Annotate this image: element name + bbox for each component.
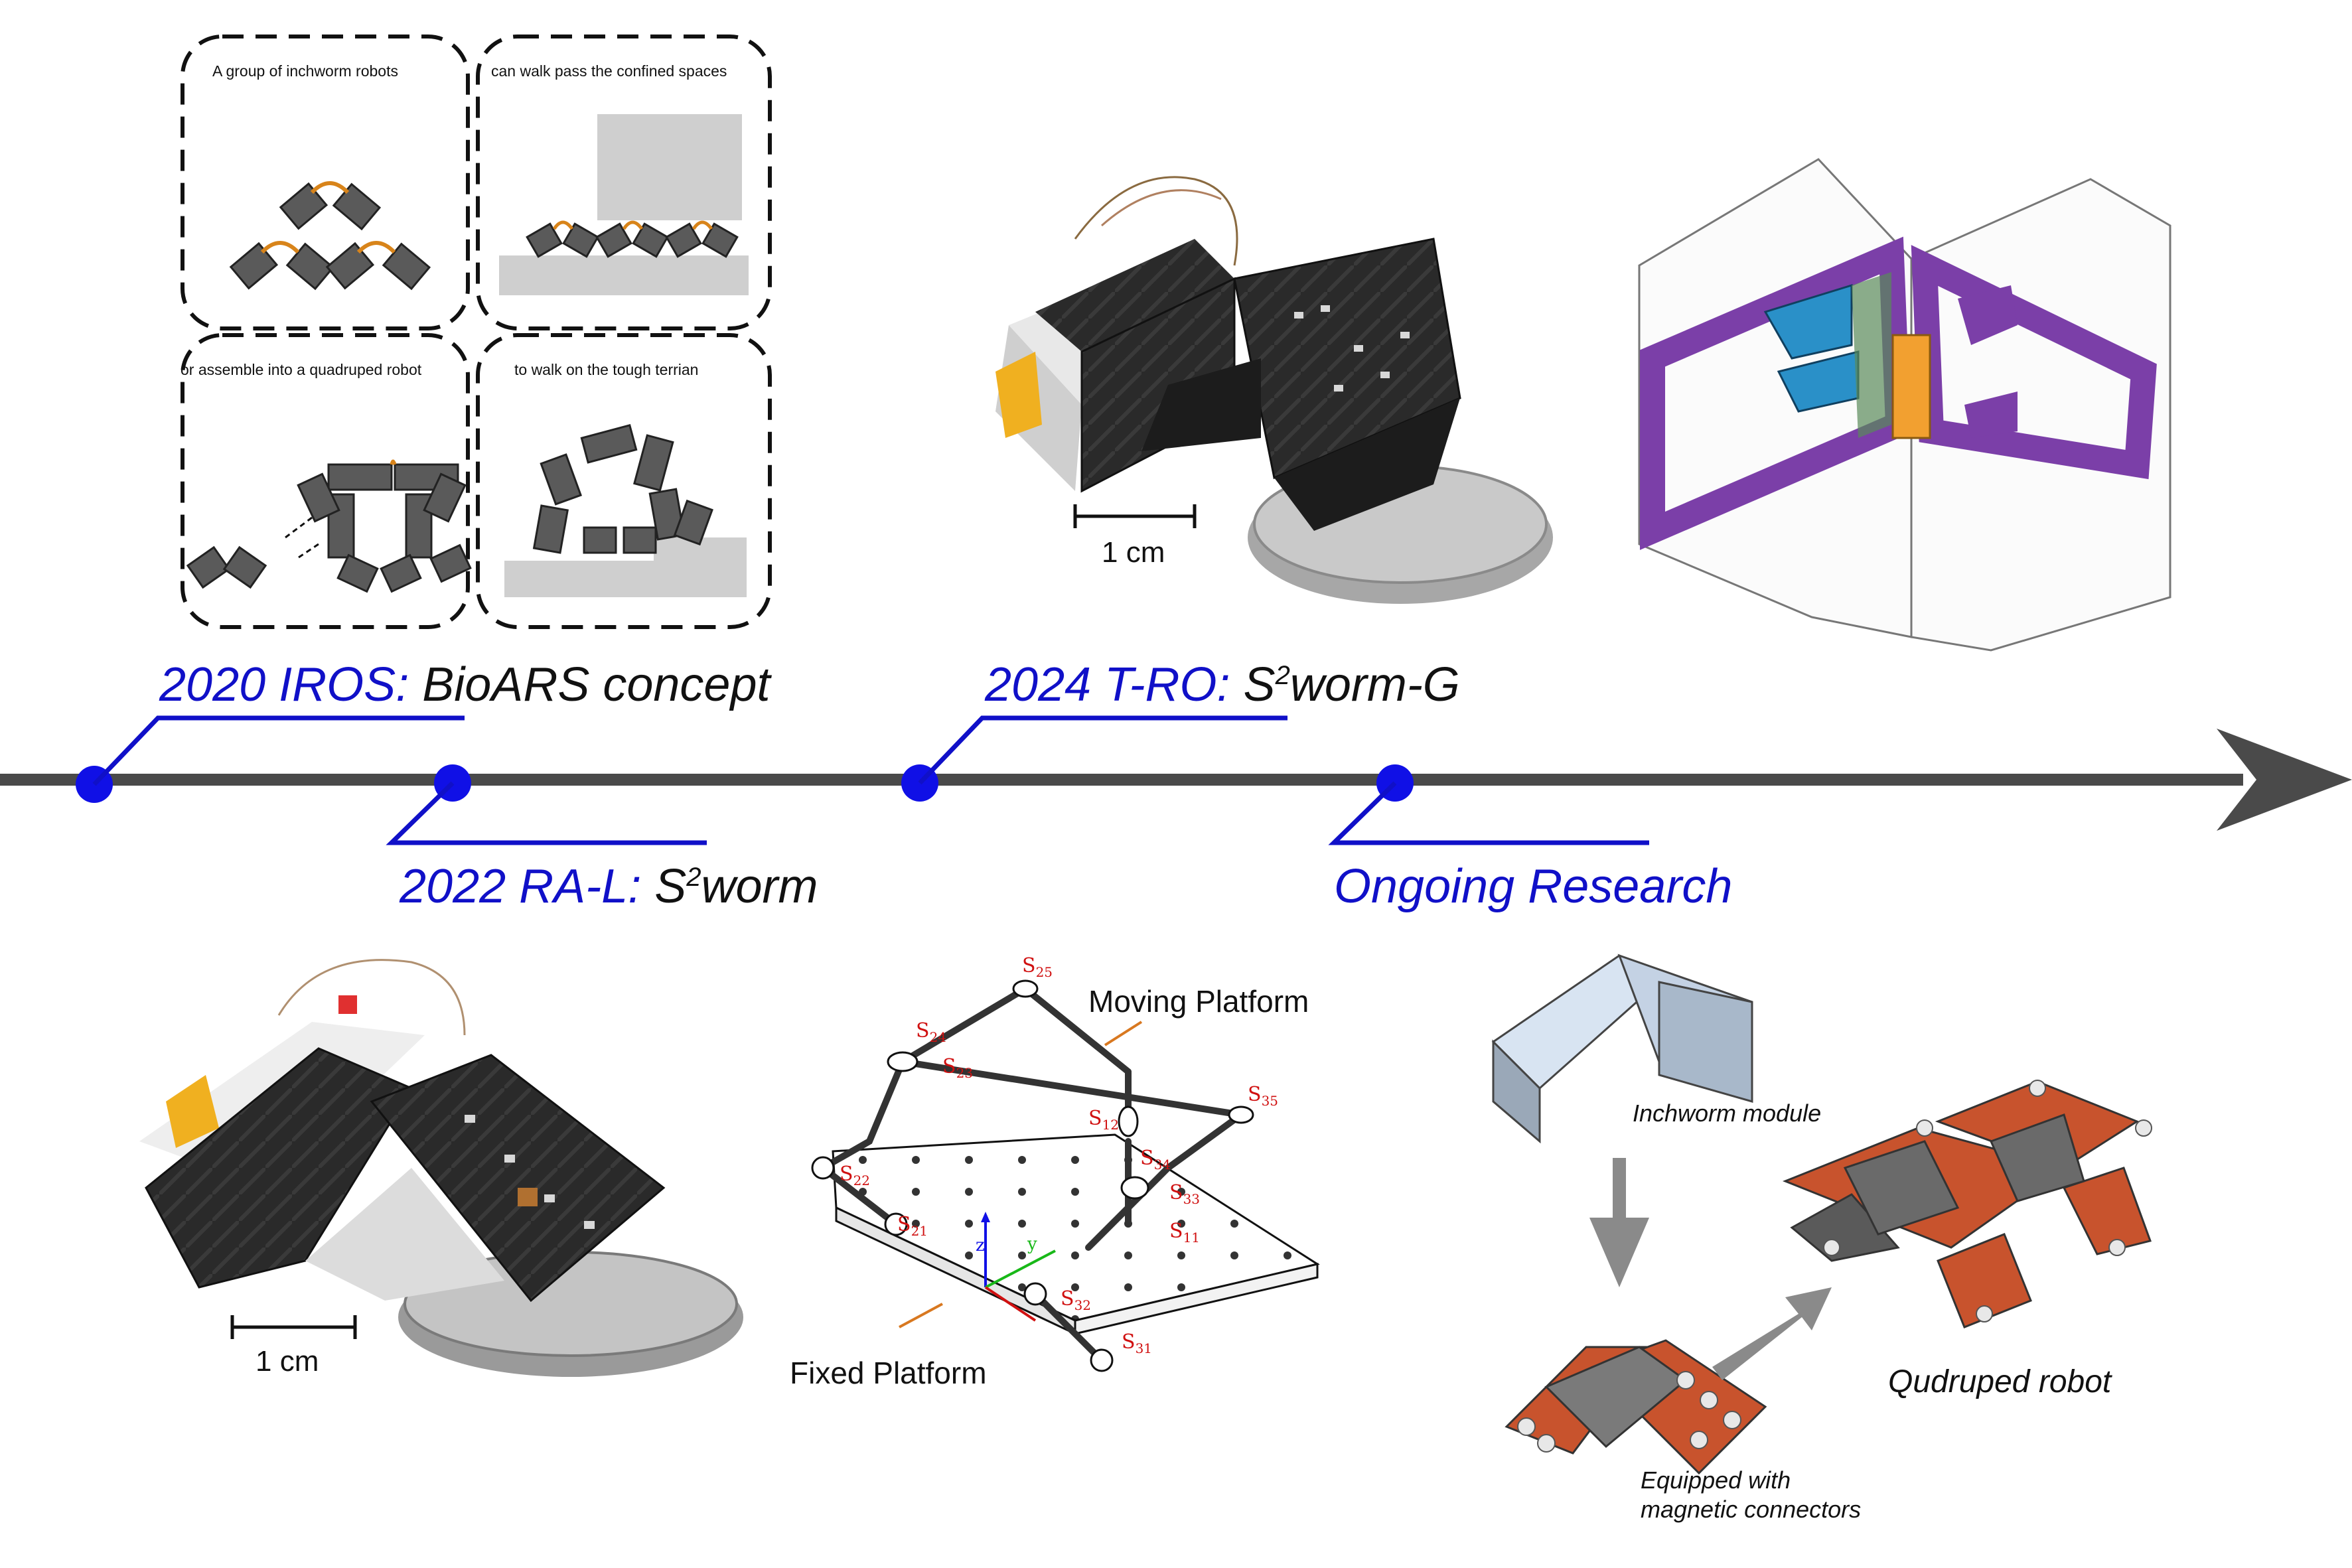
inchworm-module-label: Inchworm module [1633,1100,1822,1127]
milestone-title-2022: 2022 RA-L: S2worm [400,863,818,910]
inchworm-group-drawing [229,181,431,291]
milestone-title-2024: 2024 T-RO: S2worm-G [985,661,1460,709]
milestone-venue: 2020 IROS: [159,658,409,711]
milestone-name: BioARS concept [422,658,771,711]
confined-space-drawing [499,114,749,295]
screw-s32: S32 [1061,1287,1092,1313]
y-axis [985,1249,1056,1289]
z-axis-label: z [976,1236,985,1255]
concept-panel-3 [181,333,470,629]
concept-panel-1 [181,35,470,330]
fixed-platform-label: Fixed Platform [790,1356,987,1390]
milestone-leader-2022 [386,781,707,845]
assembly-drawing [186,459,472,593]
concept-panel-3-caption: or assemble into a quadruped robot [181,361,422,378]
x-axis [984,1286,1037,1322]
magnetic-connectors-label-line2: magnetic connectors [1641,1496,1862,1523]
milestone-leader-2020 [92,715,465,786]
scale-bar-label-2024: 1 cm [1102,536,1165,569]
assembly-dashed-link [285,516,319,559]
screw-s11: S11 [1169,1220,1201,1246]
milestone-title-2020: 2020 IROS: BioARS concept [159,661,771,709]
s2worm-g-photo [995,176,1553,604]
screw-s31: S31 [1122,1330,1153,1356]
ongoing-graphics [1491,954,2152,1475]
screw-s21: S21 [897,1213,928,1239]
milestone-venue: Ongoing Research [1334,860,1733,913]
concept-panel-1-caption: A group of inchworm robots [212,62,398,80]
timeline-axis [0,774,2243,786]
screw-s24: S24 [916,1019,947,1045]
timeline-arrowhead [2217,729,2352,831]
concept-panel-4-caption: to walk on the tough terrian [514,361,699,378]
screw-s23: S23 [942,1055,974,1081]
moving-platform-label: Moving Platform [1088,984,1309,1019]
milestone-leader-ongoing [1328,781,1649,845]
screw-s34: S34 [1140,1147,1171,1173]
quadruped-robot-label: Qudruped robot [1888,1364,2112,1399]
foldable-frame-cad [1638,158,2171,652]
milestone-name: S2worm-G [1243,658,1460,711]
milestone-venue: 2022 RA-L: [400,860,642,913]
mechanism-schematic [811,979,1320,1372]
timeline [0,715,2352,845]
scale-bar-label-2022: 1 cm [256,1345,319,1378]
concept-panels [181,35,772,629]
s2worm-photo [139,959,743,1377]
screw-s25: S25 [1022,954,1053,980]
tough-terrain-drawing [504,423,747,597]
concept-panel-2 [476,35,772,330]
milestone-leader-2024 [918,715,1287,785]
screw-s22: S22 [840,1163,871,1188]
screw-s33: S33 [1169,1181,1201,1207]
screw-s35: S35 [1248,1083,1279,1109]
milestone-venue: 2024 T-RO: [985,658,1230,711]
concept-panel-2-caption: can walk pass the confined spaces [491,62,727,80]
concept-panel-4 [476,333,772,629]
magnetic-connectors-label-line1: Equipped with [1641,1466,1791,1494]
screw-s12: S12 [1088,1107,1120,1133]
milestone-name: S2worm [654,860,818,913]
milestone-title-ongoing: Ongoing Research [1334,863,1732,910]
y-axis-label: y [1027,1234,1037,1254]
